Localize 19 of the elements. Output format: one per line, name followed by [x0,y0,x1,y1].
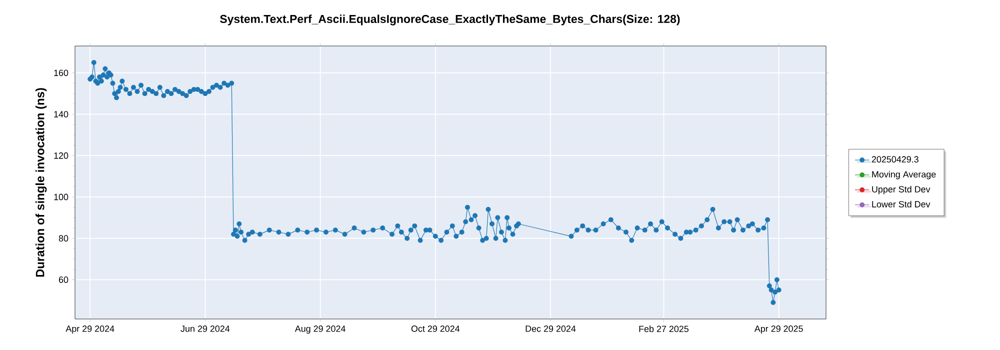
x-tick-label: Feb 27 2025 [639,326,689,332]
x-tick-label: Jun 29 2024 [180,326,230,332]
chart-title: System.Text.Perf_Ascii.EqualsIgnoreCase_ExactlyTheSame_Bytes_Chars(Size: 128) [220,14,680,26]
legend-label: Upper Std Dev [872,186,930,194]
legend-label: Lower Std Dev [872,200,930,208]
x-tick-label: Dec 29 2024 [526,326,576,332]
y-tick-label: 100 [54,194,68,200]
x-tick-label: Apr 29 2025 [754,326,803,334]
x-tick-label: Apr 29 2024 [66,326,114,334]
y-tick-label: 80 [58,235,68,242]
y-tick-label: 120 [54,152,68,159]
y-axis-title: Duration of single invocation (ns) [36,88,47,277]
x-tick-label: Oct 29 2024 [411,326,460,332]
x-tick-label: Aug 29 2024 [294,326,346,334]
y-tick-label: 160 [54,70,68,76]
y-tick-label: 140 [54,111,68,118]
y-tick-label: 60 [58,276,68,283]
legend-label: Moving Average [872,170,936,180]
legend-label: 20250429.3 [872,156,918,163]
